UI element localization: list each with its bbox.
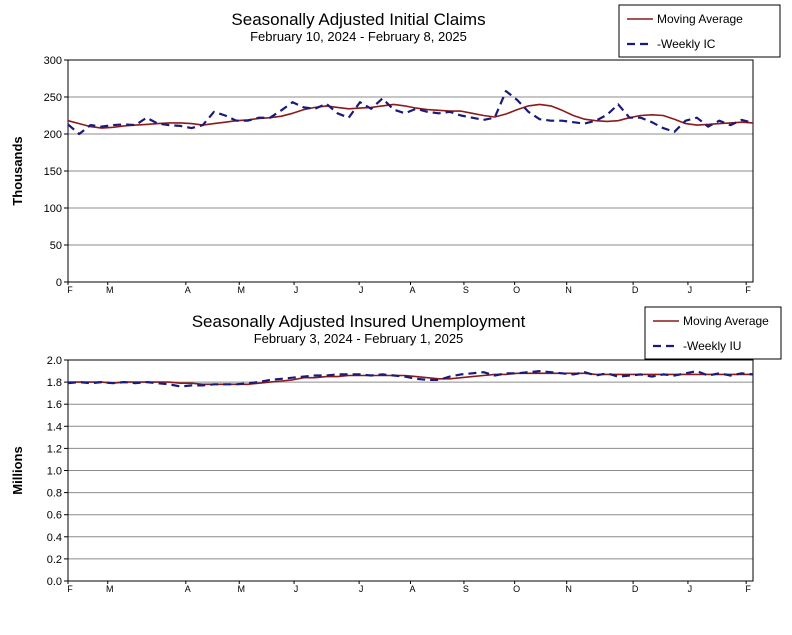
x-tick-label: F xyxy=(745,285,751,295)
series-line-moving-average xyxy=(67,103,754,129)
x-tick-label: F xyxy=(67,584,73,594)
x-tick-label: A xyxy=(185,584,191,594)
y-tick-label: 1.4 xyxy=(47,421,62,433)
y-tick-label: 0.4 xyxy=(47,532,62,544)
y-tick-label: 1.2 xyxy=(47,443,62,455)
x-tick-label: J xyxy=(688,584,693,594)
x-tick-label: S xyxy=(463,285,469,295)
x-tick-label: F xyxy=(745,584,751,594)
chart-1: Seasonally Adjusted Initial ClaimsFebrua… xyxy=(10,4,781,295)
x-tick-label: N xyxy=(565,285,572,295)
x-tick-label: M xyxy=(238,584,246,594)
x-tick-label: J xyxy=(294,584,299,594)
legend: Moving Average -Weekly IU xyxy=(644,306,782,360)
series-line-weekly xyxy=(67,89,754,136)
series-line-weekly xyxy=(67,370,754,388)
y-tick-label: 0.2 xyxy=(47,554,62,566)
y-tick-label: 1.8 xyxy=(47,377,62,389)
x-tick-label: J xyxy=(359,285,364,295)
y-tick-label: 1.0 xyxy=(47,466,62,478)
x-tick-label: A xyxy=(409,285,415,295)
x-tick-label: J xyxy=(294,285,299,295)
x-tick-label: J xyxy=(359,584,364,594)
y-tick-label: 0 xyxy=(56,277,62,289)
legend-label: -Weekly IU xyxy=(683,339,741,353)
chart-title: Seasonally Adjusted Initial Claims xyxy=(231,10,485,29)
x-tick-label: J xyxy=(688,285,693,295)
legend: Moving Average -Weekly IC xyxy=(618,4,781,58)
y-tick-label: 100 xyxy=(44,203,62,215)
y-tick-label: 0.6 xyxy=(47,510,62,522)
x-tick-label: A xyxy=(409,584,415,594)
x-tick-label: M xyxy=(238,285,246,295)
y-tick-label: 150 xyxy=(44,166,62,178)
chart-title: Seasonally Adjusted Insured Unemployment xyxy=(192,312,526,331)
y-axis-label: Millions xyxy=(10,446,25,494)
x-tick-label: O xyxy=(513,285,520,295)
y-tick-label: 2.0 xyxy=(47,355,62,367)
legend-label: Moving Average xyxy=(683,314,769,328)
y-tick-label: 50 xyxy=(50,240,62,252)
legend-label: -Weekly IC xyxy=(657,37,716,51)
y-tick-label: 0.0 xyxy=(47,576,62,588)
x-tick-label: A xyxy=(185,285,191,295)
x-tick-label: O xyxy=(513,584,520,594)
legend-box xyxy=(644,306,782,360)
chart-2: Seasonally Adjusted Insured Unemployment… xyxy=(10,306,782,594)
x-tick-label: M xyxy=(106,584,114,594)
legend-label: Moving Average xyxy=(657,12,743,26)
y-tick-label: 200 xyxy=(44,129,62,141)
chart-subtitle: February 10, 2024 - February 8, 2025 xyxy=(250,29,467,44)
x-tick-label: D xyxy=(632,285,639,295)
y-axis-label: Thousands xyxy=(10,136,25,205)
y-tick-label: 0.8 xyxy=(47,488,62,500)
x-tick-label: N xyxy=(565,584,572,594)
legend-box xyxy=(618,4,781,58)
y-tick-label: 1.6 xyxy=(47,399,62,411)
x-tick-label: S xyxy=(463,584,469,594)
y-tick-label: 250 xyxy=(44,92,62,104)
chart-subtitle: February 3, 2024 - February 1, 2025 xyxy=(254,331,464,346)
x-tick-label: M xyxy=(106,285,114,295)
x-tick-label: F xyxy=(67,285,73,295)
y-tick-label: 300 xyxy=(44,55,62,67)
x-tick-label: D xyxy=(632,584,639,594)
